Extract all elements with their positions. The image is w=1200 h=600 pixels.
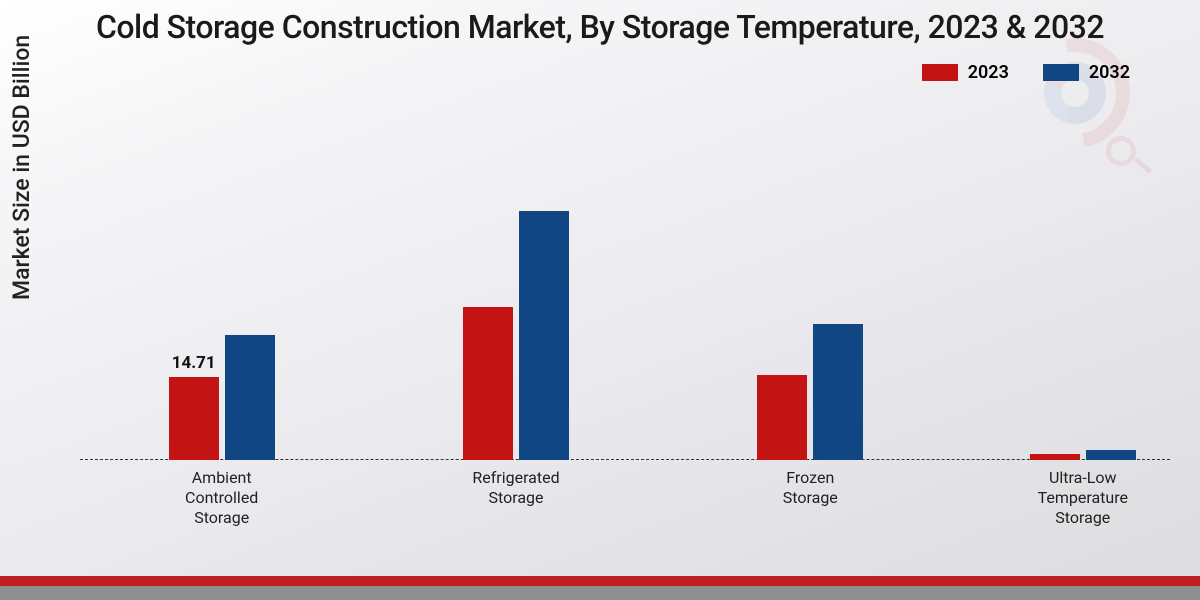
bar-group bbox=[1030, 450, 1136, 460]
bar bbox=[519, 211, 569, 460]
bar-group: 14.71 bbox=[169, 335, 275, 460]
bar-group bbox=[463, 211, 569, 460]
bar bbox=[225, 335, 275, 460]
bar bbox=[757, 375, 807, 460]
chart-title: Cold Storage Construction Market, By Sto… bbox=[0, 8, 1200, 46]
legend-label-2023: 2023 bbox=[968, 62, 1009, 83]
bar-value-label: 14.71 bbox=[172, 353, 216, 375]
footer-grey-bar bbox=[0, 586, 1200, 600]
y-axis-label: Market Size in USD Billion bbox=[8, 35, 35, 300]
legend-item-2023: 2023 bbox=[922, 62, 1009, 83]
category-label: Ambient Controlled Storage bbox=[185, 468, 258, 528]
category-label: Frozen Storage bbox=[783, 468, 838, 508]
x-axis-labels: Ambient Controlled Storage Refrigerated S… bbox=[80, 460, 1170, 540]
plot-area: 14.71 bbox=[80, 120, 1170, 460]
bar bbox=[1086, 450, 1136, 460]
footer-red-bar bbox=[0, 576, 1200, 586]
legend-swatch-2023 bbox=[922, 64, 958, 81]
bar bbox=[169, 377, 219, 460]
legend-item-2032: 2032 bbox=[1043, 62, 1130, 83]
legend: 2023 2032 bbox=[922, 62, 1130, 83]
bar-group bbox=[757, 324, 863, 460]
legend-label-2032: 2032 bbox=[1089, 62, 1130, 83]
category-label: Ultra-Low Temperature Storage bbox=[1038, 468, 1128, 528]
category-label: Refrigerated Storage bbox=[472, 468, 559, 508]
legend-swatch-2032 bbox=[1043, 64, 1079, 81]
bar bbox=[813, 324, 863, 460]
bar bbox=[463, 307, 513, 460]
